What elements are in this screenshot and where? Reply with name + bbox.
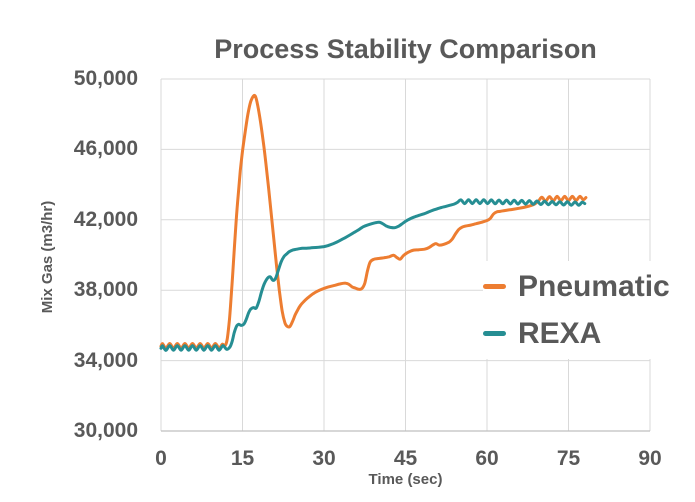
chart-title: Process Stability Comparison [214,34,597,64]
y-tick-label: 46,000 [73,137,138,161]
y-axis-title: Mix Gas (m3/hr) [39,200,56,314]
y-tick-label: 30,000 [73,419,138,442]
legend: Pneumatic REXA [483,261,695,359]
y-tick-label: 50,000 [73,67,138,90]
legend-entry-pneumatic: Pneumatic [483,263,695,310]
y-tick-label: 42,000 [73,207,138,231]
y-tick-label: 34,000 [73,348,138,372]
x-tick-label: 15 [230,447,255,470]
x-tick-label: 75 [556,447,581,470]
legend-entry-rexa: REXA [483,310,695,357]
y-tick-label: 38,000 [73,278,138,302]
x-tick-label: 30 [312,447,336,470]
x-tick-label: 90 [638,447,662,470]
x-tick-label: 45 [393,447,418,470]
x-tick-label: 0 [155,447,167,470]
pneumatic-line-icon [483,284,506,289]
rexa-line-icon [483,331,506,336]
legend-label-pneumatic: Pneumatic [518,269,670,303]
x-axis-title: Time (sec) [368,471,443,488]
x-tick-label: 60 [475,447,499,470]
legend-label-rexa: REXA [518,316,602,350]
